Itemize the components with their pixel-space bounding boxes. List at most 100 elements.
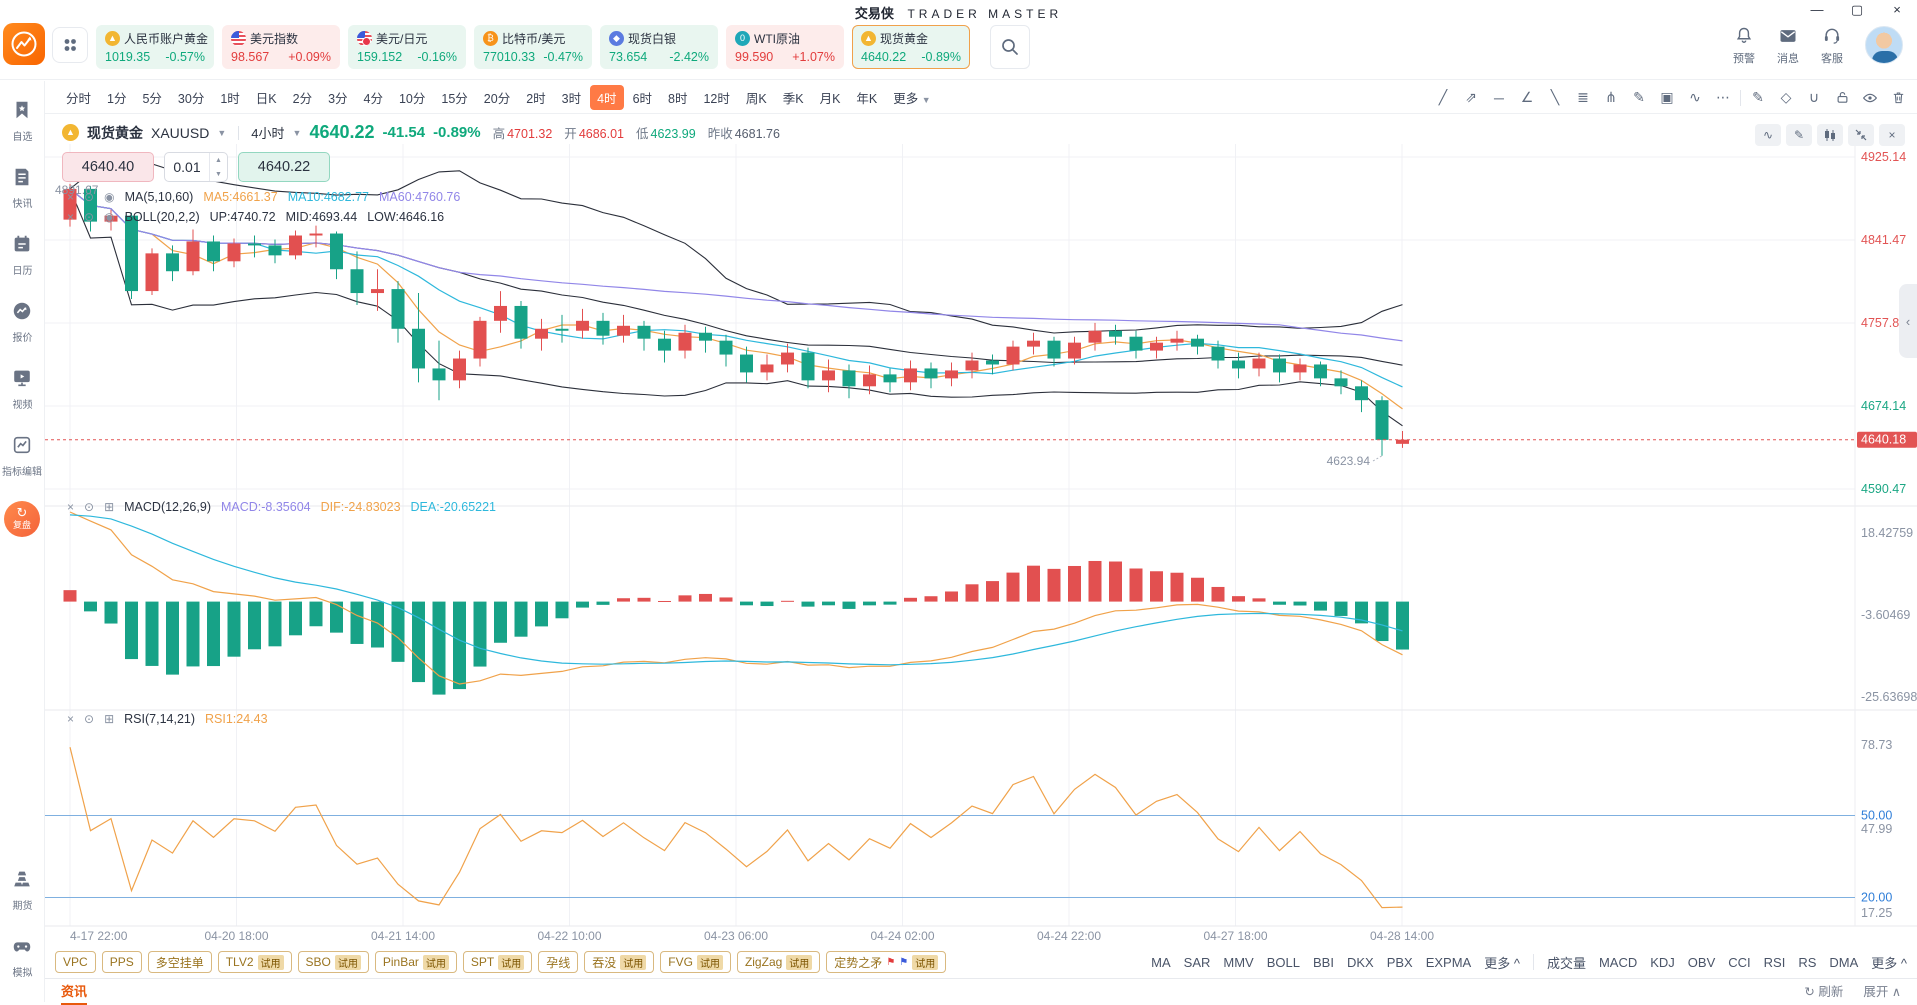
sidebar-item-自选[interactable]: 自选 <box>11 99 33 144</box>
horizontal-line-icon[interactable]: ─ <box>1494 89 1504 106</box>
chart-style-icon[interactable]: ∿ <box>1755 124 1781 146</box>
sidebar-item-期货[interactable]: 期货 <box>11 868 33 913</box>
candle-compare-icon[interactable] <box>1817 124 1843 146</box>
action-预警[interactable]: 预警 <box>1733 26 1755 66</box>
settings-icon[interactable]: ⊙ <box>84 190 95 204</box>
sub-indicator-KDJ[interactable]: KDJ <box>1650 954 1675 970</box>
more-tools-icon[interactable]: ⋯ <box>1716 89 1730 105</box>
fibonacci-icon[interactable]: ≣ <box>1577 89 1589 105</box>
replay-button[interactable]: ↻ 复盘 <box>4 501 40 537</box>
timeframe-10分[interactable]: 10分 <box>398 91 426 106</box>
segment-icon[interactable]: ╲ <box>1550 89 1560 105</box>
overlay-indicator-SAR[interactable]: SAR <box>1183 954 1211 970</box>
sidepanel-collapse-handle[interactable]: ‹ <box>1899 284 1917 358</box>
timeframe-2分[interactable]: 2分 <box>292 91 313 106</box>
strategy-PinBar[interactable]: PinBar 试用 <box>374 951 457 973</box>
timeframe-4分[interactable]: 4分 <box>363 91 383 106</box>
timeframe-3分[interactable]: 3分 <box>328 91 348 106</box>
interval-dropdown-icon[interactable]: ▼ <box>292 127 302 138</box>
ticker-card[interactable]: ◆ 现货白银 73.654 -2.42% <box>600 25 718 69</box>
close-chart-icon[interactable]: × <box>1879 124 1905 146</box>
timeframe-2时[interactable]: 2时 <box>526 91 546 106</box>
timeframe-月K[interactable]: 月K <box>819 91 841 106</box>
timeframe-分时[interactable]: 分时 <box>66 91 92 106</box>
overlay-indicator-EXPMA[interactable]: EXPMA <box>1425 954 1472 970</box>
overlay-indicator-MMV[interactable]: MMV <box>1223 954 1254 970</box>
sub-indicator-MACD[interactable]: MACD <box>1598 954 1638 970</box>
lock-icon[interactable] <box>1831 87 1853 109</box>
quantity-up-icon[interactable]: ▲ <box>215 156 222 164</box>
strategy-SBO[interactable]: SBO 试用 <box>297 951 369 973</box>
timeframe-年K[interactable]: 年K <box>856 91 878 106</box>
fan-lines-icon[interactable]: ⋔ <box>1605 89 1617 105</box>
ticker-card[interactable]: 美元指数 98.567 +0.09% <box>222 25 340 69</box>
overlay-indicator-PBX[interactable]: PBX <box>1386 954 1413 970</box>
timeframe-1时[interactable]: 1时 <box>220 91 240 106</box>
visibility-icon[interactable] <box>1859 87 1881 109</box>
interval-value[interactable]: 4小时 <box>251 126 285 141</box>
settings-icon[interactable]: ⊙ <box>84 712 95 726</box>
close-icon[interactable]: × <box>67 712 75 726</box>
sub-indicator-DMA[interactable]: DMA <box>1829 954 1859 970</box>
timeframe-12时[interactable]: 12时 <box>703 91 730 106</box>
strategy-多空挂单[interactable]: 多空挂单 <box>147 951 212 973</box>
quantity-stepper[interactable]: 0.01 ▲ ▼ <box>164 152 228 182</box>
collapse-chart-icon[interactable] <box>1848 124 1874 146</box>
sub-indicator-成交量[interactable]: 成交量 <box>1546 955 1586 971</box>
overlay-indicator-BOLL[interactable]: BOLL <box>1266 954 1300 970</box>
ticker-card[interactable]: ▲ 现货黄金 4640.22 -0.89% <box>852 25 970 69</box>
settings-icon[interactable]: ⊙ <box>84 500 95 514</box>
sidebar-item-模拟[interactable]: 模拟 <box>11 935 33 980</box>
timeframe-4时[interactable]: 4时 <box>590 84 624 110</box>
brush-icon[interactable]: ✎ <box>1633 89 1645 105</box>
ticker-card[interactable]: 美元/日元 159.152 -0.16% <box>348 25 466 69</box>
symbol-code[interactable]: XAUUSD <box>151 124 210 141</box>
avatar[interactable] <box>1865 26 1903 64</box>
search-icon[interactable] <box>990 25 1030 69</box>
strategy-FVG[interactable]: FVG 试用 <box>660 951 731 973</box>
sidebar-item-指标编辑[interactable]: 指标编辑 <box>1 434 43 479</box>
delete-icon[interactable] <box>1887 87 1909 109</box>
strategy-孕线[interactable]: 孕线 <box>538 951 579 973</box>
buy-button[interactable]: 4640.22 <box>238 152 330 182</box>
close-icon[interactable]: × <box>67 210 75 224</box>
strategy-SPT[interactable]: SPT 试用 <box>462 951 533 973</box>
timeframe-8时[interactable]: 8时 <box>668 91 688 106</box>
tab-news[interactable]: 资讯 <box>61 981 88 1005</box>
timeframe-20分[interactable]: 20分 <box>483 91 511 106</box>
settings-icon[interactable]: ⊙ <box>84 210 95 224</box>
overlay-indicator-BBI[interactable]: BBI <box>1312 954 1334 970</box>
magnet-icon[interactable]: ∪ <box>1808 89 1820 105</box>
ticker-card[interactable]: 0 WTI原油 99.590 +1.07% <box>726 25 844 69</box>
symbol-name[interactable]: 现货黄金 <box>87 124 143 141</box>
strategy-PPS[interactable]: PPS <box>101 951 142 973</box>
close-icon[interactable]: × <box>67 500 75 514</box>
timeframe-日K[interactable]: 日K <box>255 91 277 106</box>
quantity-value[interactable]: 0.01 <box>173 159 201 175</box>
overlay-indicator-MA[interactable]: MA <box>1151 954 1171 970</box>
timeframe-5分[interactable]: 5分 <box>142 91 162 106</box>
sidebar-item-报价[interactable]: 报价 <box>11 300 33 345</box>
strategy-TLV2[interactable]: TLV2 试用 <box>217 951 292 973</box>
timeframe-30分[interactable]: 30分 <box>177 91 205 106</box>
refresh-button[interactable]: ↻ 刷新 <box>1804 985 1844 999</box>
apps-grid-icon[interactable] <box>52 27 88 63</box>
ticker-card[interactable]: ₿ 比特币/美元 77010.33 -0.47% <box>474 25 592 69</box>
restore-button[interactable]: ▢ <box>1850 2 1864 17</box>
expand-panel-icon[interactable]: ⊞ <box>104 712 115 726</box>
timeframe-3时[interactable]: 3时 <box>561 91 582 106</box>
sub-indicator-CCI[interactable]: CCI <box>1728 954 1751 970</box>
strategy-ZigZag[interactable]: ZigZag 试用 <box>736 951 821 973</box>
visibility-icon[interactable]: ◉ <box>104 190 115 204</box>
sell-button[interactable]: 4640.40 <box>62 152 154 182</box>
note-icon[interactable]: ✎ <box>1752 89 1764 105</box>
action-客服[interactable]: 客服 <box>1821 26 1843 66</box>
minimize-button[interactable]: — <box>1810 2 1824 17</box>
strategy-吞没[interactable]: 吞没 试用 <box>584 951 655 973</box>
draw-mode-icon[interactable]: ✎ <box>1786 124 1812 146</box>
overlay-indicator-more[interactable]: 更多 ^ <box>1484 955 1520 971</box>
timeframe-周K[interactable]: 周K <box>745 91 767 106</box>
sub-indicator-RS[interactable]: RS <box>1798 954 1817 970</box>
close-button[interactable]: × <box>1893 2 1901 17</box>
strategy-定势之矛[interactable]: 定势之矛 ⚑ ⚑ 试用 <box>826 951 947 973</box>
